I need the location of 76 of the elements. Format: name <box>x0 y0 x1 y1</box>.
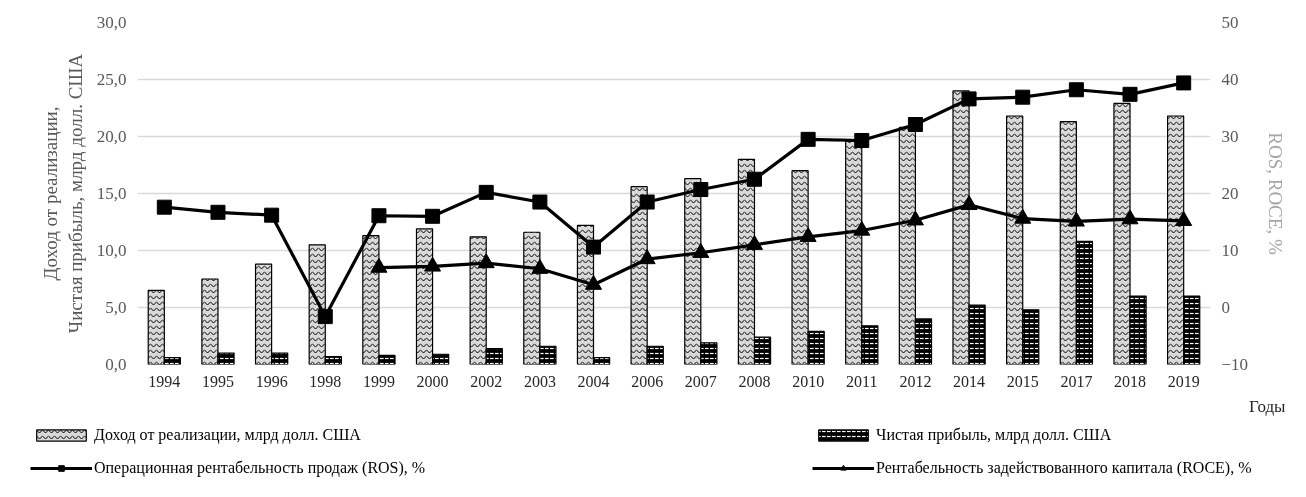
x-tick-label: 1999 <box>362 372 395 390</box>
point <box>425 208 441 224</box>
point <box>960 195 978 211</box>
x-tick-label: 2004 <box>577 372 610 390</box>
point <box>746 171 762 187</box>
point <box>477 253 495 269</box>
point <box>586 239 602 255</box>
y-tick-label: 20,0 <box>96 127 127 146</box>
y2-tick-label: 30 <box>1221 127 1239 146</box>
y2-tick-label: 0 <box>1221 298 1230 317</box>
y-tick-label: 15,0 <box>96 184 127 203</box>
point <box>585 274 603 290</box>
legend-label: Чистая прибыль, млрд долл. США <box>876 425 1112 446</box>
point <box>478 184 494 200</box>
y2-axis-title: ROS, ROCE, % <box>1265 132 1287 255</box>
point <box>1121 209 1139 225</box>
x-tick-label: 2006 <box>631 372 664 390</box>
y-tick-label: 5,0 <box>105 298 127 317</box>
x-tick-label: 2000 <box>416 372 449 390</box>
y2-tick-label: 10 <box>1221 241 1239 260</box>
point <box>745 235 763 250</box>
point <box>693 182 709 198</box>
legend-label: Операционная рентабельность продаж (ROS), % <box>94 458 426 479</box>
point <box>799 227 817 242</box>
x-tick-label: 2007 <box>684 372 717 390</box>
y2-tick-label: 50 <box>1221 13 1239 32</box>
x-tick-label: 2003 <box>523 372 556 390</box>
y2-tick-label: −10 <box>1221 355 1249 374</box>
point <box>1067 211 1085 227</box>
point <box>961 91 977 107</box>
point <box>638 249 656 265</box>
x-tick-label: 2008 <box>738 372 771 390</box>
point <box>692 243 710 258</box>
x-tick-label: 2015 <box>1006 372 1039 390</box>
x-axis-title: Годы <box>1249 396 1287 416</box>
x-tick-label: 2018 <box>1114 372 1147 390</box>
point <box>156 199 172 215</box>
point <box>532 194 548 210</box>
x-tick-label: 1996 <box>255 372 288 390</box>
y-tick-label: 0,0 <box>105 355 127 374</box>
point <box>800 131 816 147</box>
point <box>210 204 226 220</box>
point <box>854 132 870 148</box>
point <box>531 259 549 274</box>
point <box>1175 211 1193 226</box>
x-tick-label: 2012 <box>899 372 932 390</box>
x-tick-label: 2014 <box>953 372 986 390</box>
x-tick-label: 2017 <box>1060 372 1093 390</box>
point <box>424 256 442 272</box>
y-tick-label: 25,0 <box>96 70 127 89</box>
point <box>1122 86 1138 102</box>
y-tick-label: 30,0 <box>96 13 127 32</box>
x-tick-label: 1994 <box>148 372 181 390</box>
point <box>639 194 655 210</box>
point <box>264 207 280 223</box>
x-tick-label: 2002 <box>470 372 503 390</box>
x-tick-label: 1998 <box>309 372 342 390</box>
point <box>1176 75 1192 91</box>
point <box>371 208 387 224</box>
point <box>907 117 923 133</box>
x-tick-label: 2010 <box>792 372 825 390</box>
point <box>1015 89 1031 105</box>
y2-tick-label: 20 <box>1221 184 1239 203</box>
y-axis-title: Доход от реализации, Чистая прибыль, млрд долл. США <box>39 53 86 334</box>
point <box>370 257 388 273</box>
y2-tick-label: 40 <box>1221 70 1239 89</box>
legend-label: Рентабельность задействованного капитала (ROCE), % <box>876 458 1252 479</box>
x-tick-label: 2011 <box>846 372 878 390</box>
point <box>1068 82 1084 98</box>
point <box>906 210 924 226</box>
x-tick-label: 2019 <box>1167 372 1200 390</box>
x-tick-label: 1995 <box>201 372 234 390</box>
legend-label: Доход от реализации, млрд долл. США <box>94 425 361 446</box>
point <box>853 220 871 236</box>
y-tick-label: 10,0 <box>96 241 127 260</box>
point <box>1014 208 1032 224</box>
